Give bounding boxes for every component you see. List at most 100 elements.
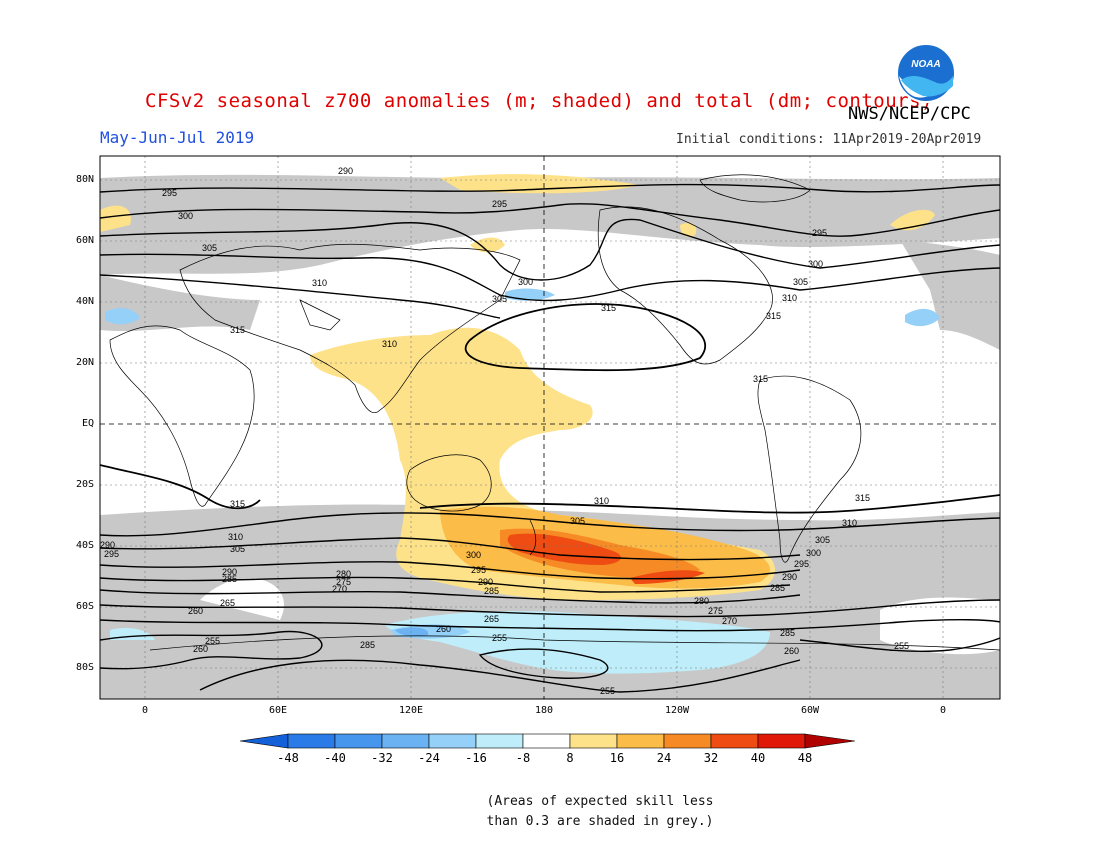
lon-label: 0 [141, 705, 149, 716]
contour-label: 305 [570, 516, 585, 526]
colorbar-segment [710, 733, 759, 749]
colorbar-segment [239, 733, 289, 749]
contour-label: 290 [338, 166, 353, 176]
colorbar-label: 48 [797, 751, 813, 765]
map-plot: 290 295 300 305 310 315 310 295 300 305 … [100, 148, 1000, 699]
contour-label: 260 [436, 624, 451, 634]
colorbar-segment [522, 733, 571, 749]
colorbar-label: 40 [750, 751, 766, 765]
lat-label: 60S [75, 601, 94, 612]
contour-label: 310 [382, 339, 397, 349]
colorbar-segment [569, 733, 618, 749]
contour-labels: 290 295 300 305 310 315 310 295 300 305 … [100, 148, 909, 696]
contour-label: 305 [230, 544, 245, 554]
contour-label: 305 [202, 243, 217, 253]
colorbar-segment [287, 733, 336, 749]
colorbar-label: 24 [656, 751, 672, 765]
contour-label: 265 [220, 598, 235, 608]
colorbar-label: 8 [566, 751, 574, 765]
contour-label: 255 [492, 633, 507, 643]
contour-label: 310 [594, 496, 609, 506]
skill-note-line: (Areas of expected skill less [486, 794, 714, 809]
logo-text: NOAA [911, 59, 940, 70]
lat-label: 80S [75, 662, 94, 673]
contour-label: 300 [806, 548, 821, 558]
contour-label: 280 [336, 569, 351, 579]
lat-label: 20S [75, 479, 94, 490]
contour-label: 310 [782, 293, 797, 303]
graticule [100, 156, 1000, 699]
colorbar-label: -32 [371, 751, 393, 765]
contour-label: 270 [722, 616, 737, 626]
lat-label: 60N [75, 235, 94, 246]
lon-label: 120E [398, 705, 424, 716]
contour-label: 255 [205, 636, 220, 646]
contour-label: 275 [336, 577, 351, 587]
colorbar-label: -16 [465, 751, 487, 765]
contour-label: 295 [812, 228, 827, 238]
lat-label: 40S [75, 540, 94, 551]
contour-label: 315 [766, 311, 781, 321]
contour-label: 260 [784, 646, 799, 656]
lon-label: 180 [534, 705, 554, 716]
contour-label: 305 [793, 277, 808, 287]
contour-label: 255 [894, 641, 909, 651]
lat-label: 80N [75, 174, 94, 185]
contour-label: 260 [188, 606, 203, 616]
contour-label: 290 [785, 148, 800, 158]
contour-label: 295 [162, 188, 177, 198]
lat-label: 20N [75, 357, 94, 368]
contour-label: 275 [708, 606, 723, 616]
lon-label: 60E [268, 705, 288, 716]
skill-note: (Areas of expected skill less than 0.3 a… [460, 792, 740, 832]
colorbar-segment [757, 733, 806, 749]
contour-label: 285 [780, 628, 795, 638]
contour-label: 310 [312, 278, 327, 288]
contour-label: 315 [230, 499, 245, 509]
colorbar-segment [334, 733, 383, 749]
colorbar-label: -24 [418, 751, 440, 765]
contour-label: 310 [842, 518, 857, 528]
contour-label: 295 [794, 559, 809, 569]
equator-dateline [100, 156, 1000, 699]
low-skill-shading [100, 174, 1000, 699]
colorbar [239, 733, 856, 749]
colorbar-label: 16 [609, 751, 625, 765]
map-frame [99, 155, 1001, 700]
contour-label: 300 [518, 277, 533, 287]
contour-label: 285 [484, 586, 499, 596]
lon-label: 120W [664, 705, 690, 716]
season-label: May-Jun-Jul 2019 [100, 128, 255, 147]
contour-label: 280 [694, 596, 709, 606]
contour-label: 270 [332, 584, 347, 594]
contour-label: 290 [100, 540, 115, 550]
contour-label: 305 [492, 294, 507, 304]
colorbar-segment [428, 733, 477, 749]
colorbar-segment [663, 733, 712, 749]
contour-label: 255 [600, 686, 615, 696]
contour-label: 290 [478, 577, 493, 587]
map-title: CFSv2 seasonal z700 anomalies (m; shaded… [145, 90, 933, 112]
contour-label: 315 [753, 374, 768, 384]
contour-label: 315 [855, 493, 870, 503]
colorbar-label: 32 [703, 751, 719, 765]
colorbar-label: -40 [324, 751, 346, 765]
contour-label: 290 [782, 572, 797, 582]
lat-label: EQ [81, 418, 94, 429]
contour-label: 285 [770, 583, 785, 593]
contour-label: 295 [104, 549, 119, 559]
colorbar-segment [475, 733, 524, 749]
contour-label: 305 [815, 535, 830, 545]
contour-label: 285 [222, 574, 237, 584]
contour-label: 265 [484, 614, 499, 624]
noaa-logo: NOAA [895, 42, 957, 104]
contour-label: 300 [466, 550, 481, 560]
lon-label: 60W [800, 705, 820, 716]
lon-label: 0 [939, 705, 947, 716]
contour-label: 295 [492, 199, 507, 209]
agency-label: NWS/NCEP/CPC [848, 104, 971, 124]
positive-anomaly-shading [100, 174, 935, 600]
height-contours [100, 183, 1000, 693]
contour-label: 300 [178, 211, 193, 221]
